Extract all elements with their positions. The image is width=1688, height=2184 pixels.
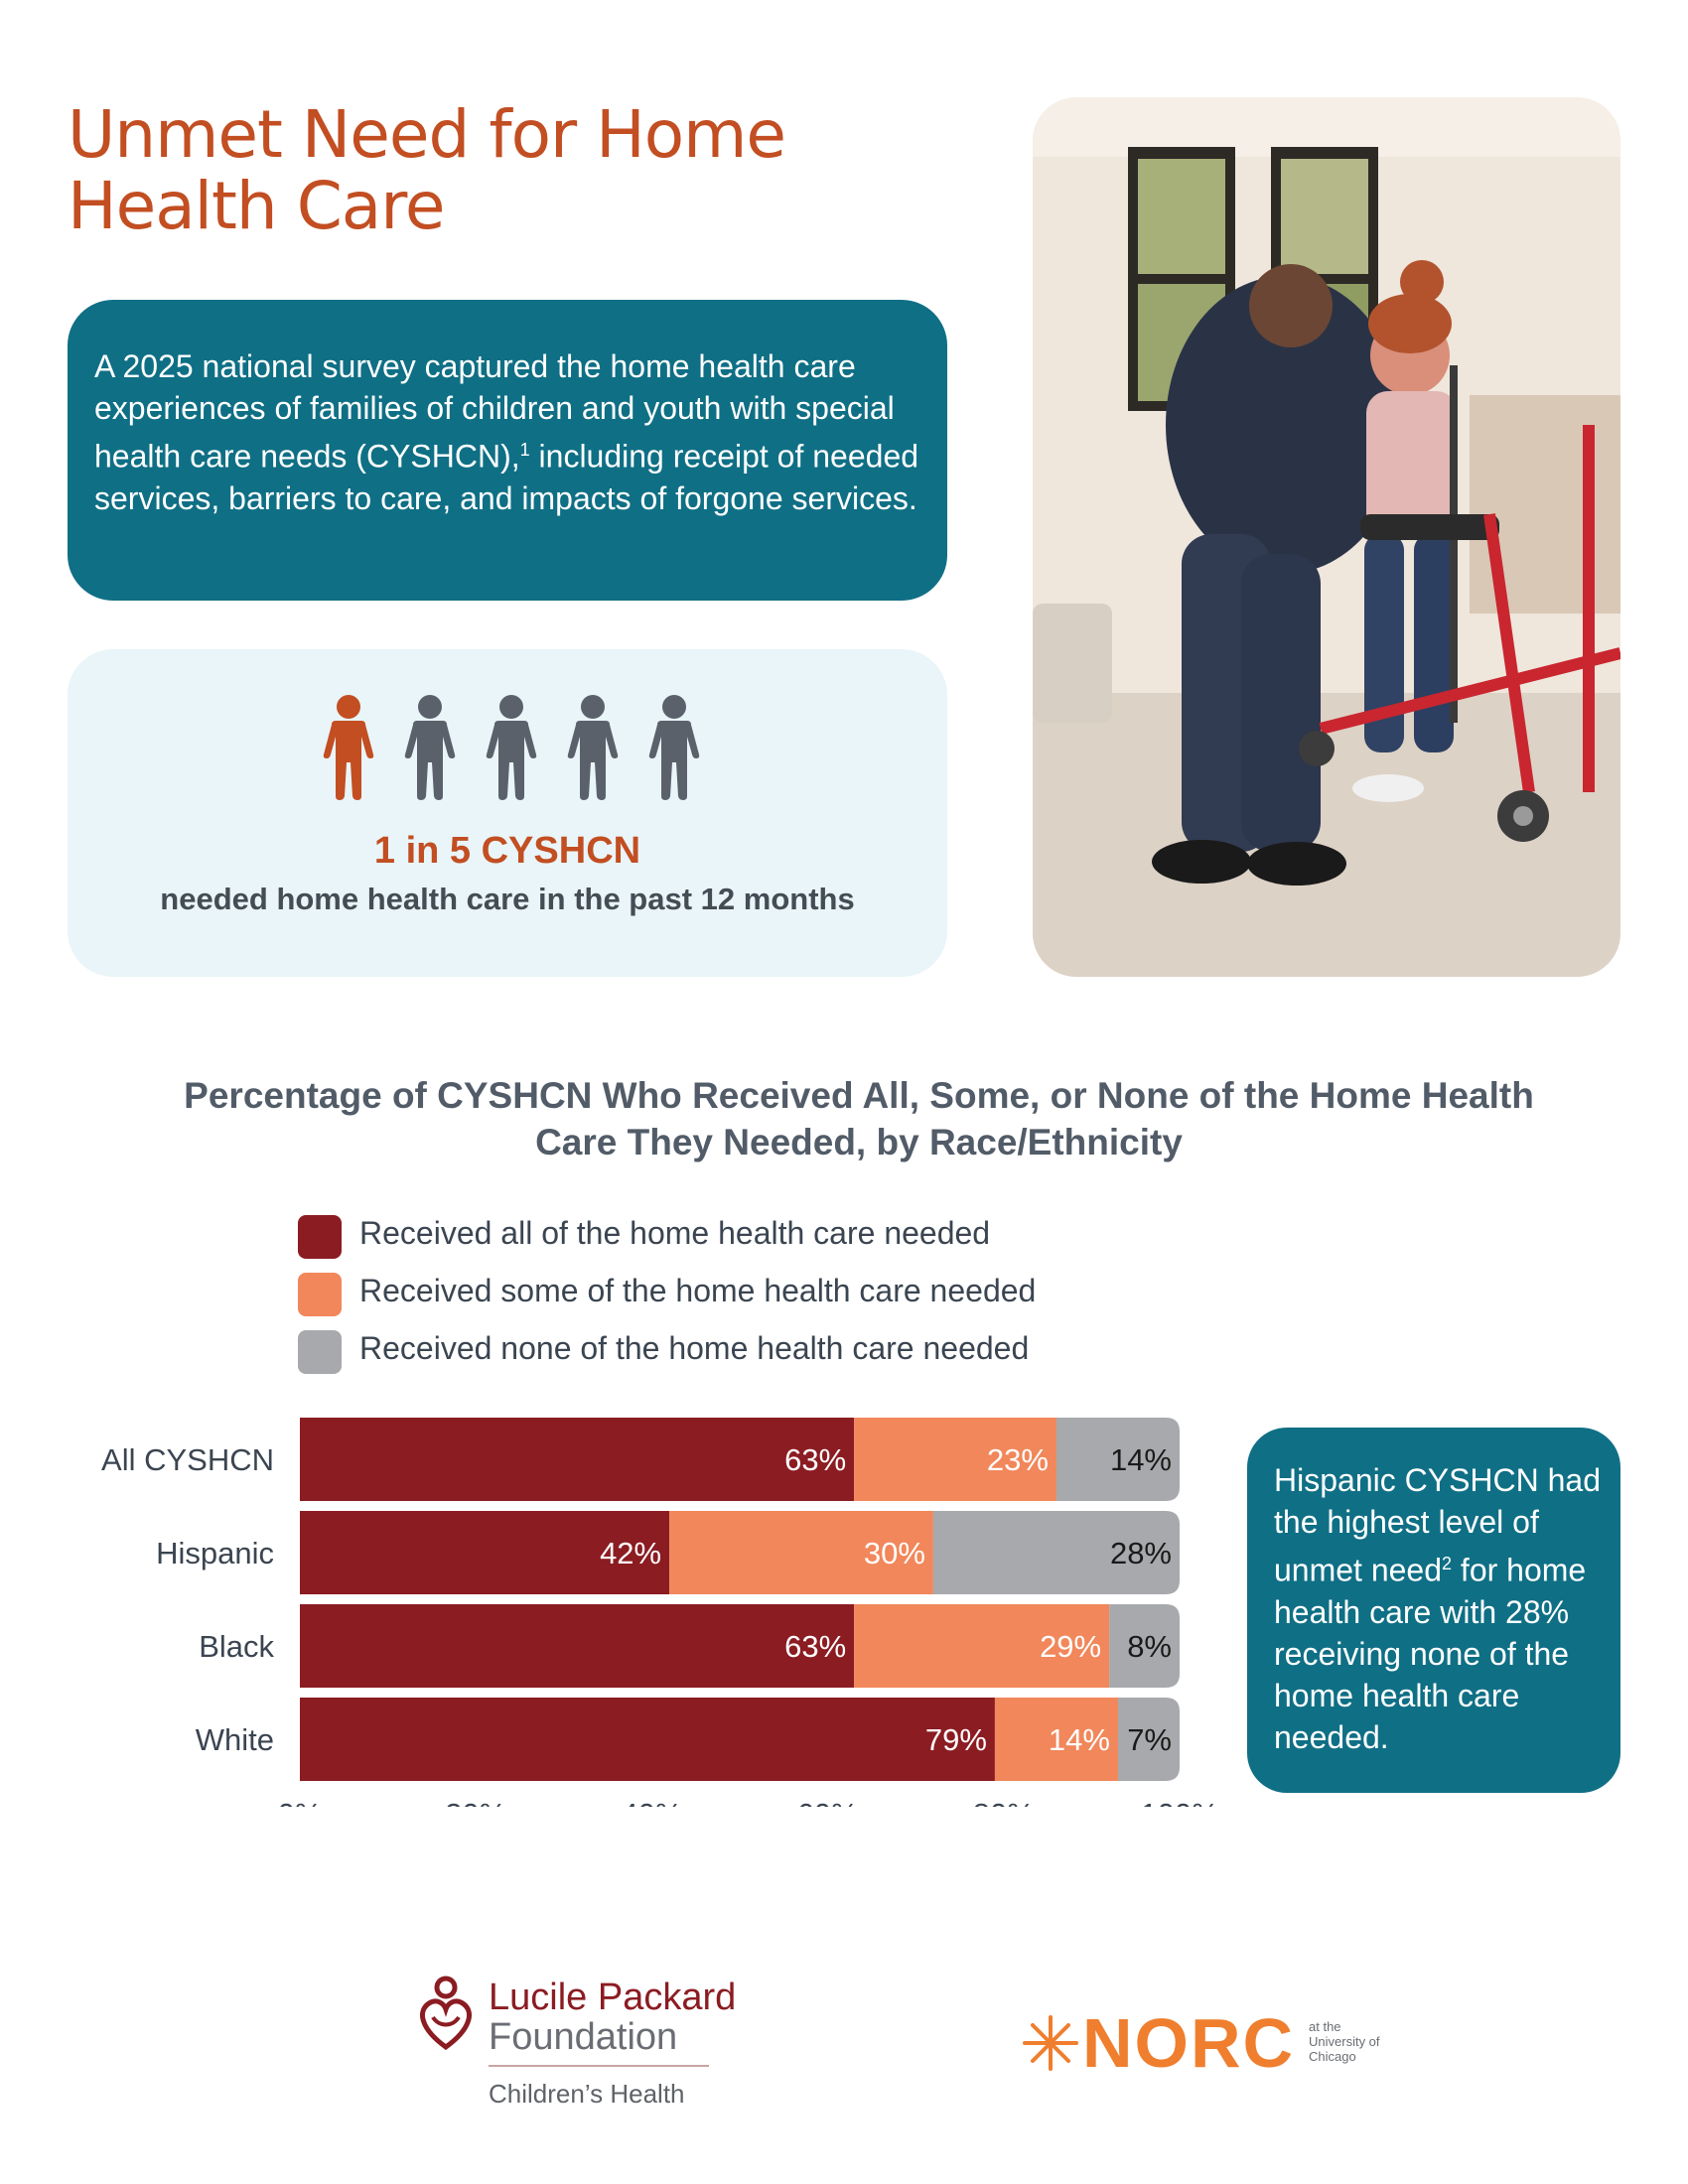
norc-tag-line2: University of — [1309, 2034, 1380, 2049]
stat-highlight: 1 in 5 CYSHCN — [373, 830, 641, 872]
chart-title-line2: Care They Needed, by Race/Ethnicity — [535, 1122, 1183, 1162]
page-title-line1: Unmet Need for Home — [68, 96, 786, 173]
data-label: 29% — [1040, 1629, 1101, 1664]
norc-wordmark: NORC — [1082, 2004, 1296, 2082]
legend-swatch — [298, 1215, 342, 1259]
data-label: 63% — [784, 1629, 846, 1664]
data-label: 7% — [1127, 1722, 1172, 1757]
legend-label: Received none of the home health care ne… — [359, 1330, 1030, 1366]
page-title: Unmet Need for Home Health Care — [68, 99, 961, 242]
data-label: 8% — [1127, 1629, 1172, 1664]
bar-segment — [669, 1511, 933, 1594]
bar-segment — [1117, 1698, 1180, 1781]
starburst-icon — [1023, 2015, 1078, 2071]
person-icon-highlighted — [318, 693, 379, 800]
norc-tag-line1: at the — [1309, 2019, 1341, 2034]
callout-text-continued: for home health care with 28% receiving … — [1274, 1552, 1587, 1755]
bar-segment — [300, 1511, 670, 1594]
person-icon — [562, 693, 624, 800]
data-label: 14% — [1110, 1442, 1172, 1477]
stat-box: 1 in 5 CYSHCN needed home health care in… — [68, 649, 947, 977]
bar-segment — [994, 1698, 1118, 1781]
intro-text: A 2025 national survey captured the home… — [94, 348, 895, 475]
norc-logo: NORC at the University of Chicago — [1021, 2003, 1398, 2083]
data-label: 79% — [925, 1722, 987, 1757]
stacked-bar-chart: All CYSHCN 63% 23% 14% Hispanic 42% 30% 28% Blac… — [101, 1418, 1219, 1807]
data-label: 28% — [1110, 1536, 1172, 1570]
bar-segment — [300, 1698, 995, 1781]
norc-tag-line3: Chicago — [1309, 2049, 1356, 2064]
lpf-line2: Foundation — [489, 2016, 678, 2058]
bar-segment — [1055, 1418, 1180, 1501]
person-icon — [643, 693, 705, 800]
legend-label: Received some of the home health care ne… — [359, 1273, 1037, 1308]
people-icons — [318, 693, 774, 800]
category-label: Black — [199, 1629, 274, 1664]
chart-title: Percentage of CYSHCN Who Received All, S… — [99, 1072, 1618, 1165]
callout-text: Hispanic CYSHCN had the highest level of… — [1274, 1462, 1602, 1588]
x-tick-label: 20% — [445, 1797, 506, 1807]
heart-icon — [420, 1976, 472, 2051]
photo-caregiver-child — [1033, 97, 1620, 977]
lucile-packard-logo: Lucile Packard Foundation Children’s Hea… — [413, 1974, 771, 2122]
x-tick-label: 40% — [621, 1797, 682, 1807]
category-label: All CYSHCN — [101, 1442, 274, 1477]
legend-swatch — [298, 1273, 342, 1316]
chart-title-line1: Percentage of CYSHCN Who Received All, S… — [184, 1075, 1534, 1116]
bar-segment — [932, 1511, 1180, 1594]
x-tick-label: 80% — [973, 1797, 1035, 1807]
data-label: 63% — [784, 1442, 846, 1477]
logo-divider — [489, 2065, 709, 2067]
lucile-packard-name: Lucile Packard Foundation — [489, 1978, 736, 2057]
x-tick-label: 0% — [278, 1797, 323, 1807]
footnote-marker-1: 1 — [519, 440, 530, 460]
category-label: Hispanic — [156, 1536, 274, 1570]
intro-box: A 2025 national survey captured the home… — [68, 300, 947, 601]
person-icon — [481, 693, 542, 800]
page-title-line2: Health Care — [68, 168, 446, 244]
stat-caption: needed home health care in the past 12 m… — [160, 882, 855, 916]
bar-segment — [854, 1604, 1110, 1688]
bar-segment — [300, 1604, 855, 1688]
lpf-line1: Lucile Packard — [489, 1977, 737, 2018]
intro-text-continued: including receipt of needed services, ba… — [94, 438, 919, 516]
bar-segment — [1109, 1604, 1180, 1688]
photo-illustration — [1033, 97, 1620, 977]
data-label: 14% — [1049, 1722, 1110, 1757]
category-label: White — [196, 1722, 274, 1757]
data-label: 30% — [864, 1536, 925, 1570]
data-label: 42% — [600, 1536, 661, 1570]
x-tick-label: 100% — [1140, 1797, 1218, 1807]
bar-segment — [854, 1418, 1056, 1501]
callout-box: Hispanic CYSHCN had the highest level of… — [1247, 1428, 1620, 1793]
footnote-marker-2: 2 — [1442, 1554, 1453, 1573]
x-tick-label: 60% — [797, 1797, 859, 1807]
person-icon — [399, 693, 461, 800]
data-label: 23% — [987, 1442, 1049, 1477]
legend-label: Received all of the home health care nee… — [359, 1215, 991, 1251]
bar-segment — [300, 1418, 855, 1501]
norc-tagline: at the University of Chicago — [1309, 2019, 1380, 2064]
legend-swatch — [298, 1330, 342, 1374]
lpf-subtitle: Children’s Health — [489, 2079, 685, 2109]
